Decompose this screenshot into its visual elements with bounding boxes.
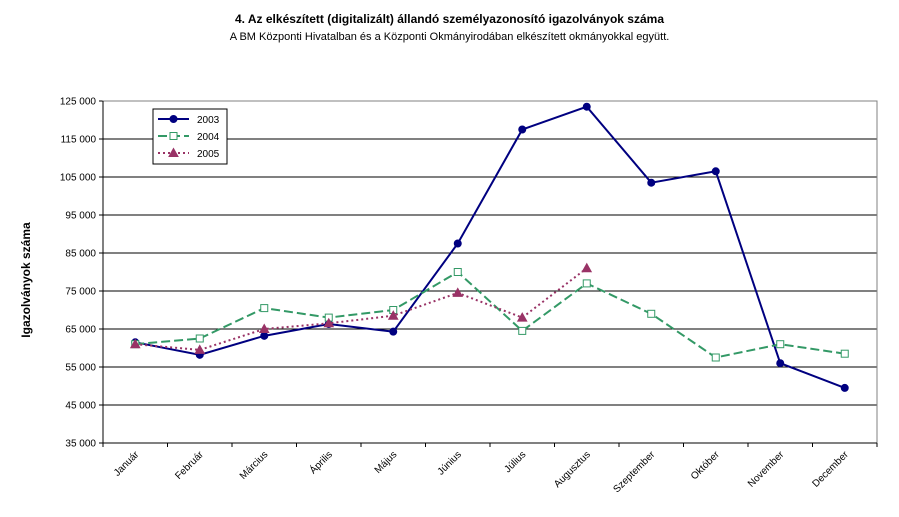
y-tick-label: 85 000 <box>65 249 96 260</box>
data-point <box>194 344 206 354</box>
y-tick-label: 95 000 <box>65 211 96 222</box>
legend-marker <box>168 147 179 157</box>
data-point <box>323 317 335 328</box>
data-point <box>518 326 527 335</box>
data-point <box>453 239 462 248</box>
legend-marker <box>169 132 178 140</box>
data-point <box>195 334 204 343</box>
data-point <box>453 268 462 276</box>
data-point <box>581 262 593 273</box>
data-point <box>260 331 269 340</box>
data-point <box>840 383 849 392</box>
data-point <box>516 312 528 322</box>
y-tick-label: 35 000 <box>65 439 96 450</box>
x-tick-label: Szeptember <box>611 449 657 495</box>
plot-area <box>103 101 877 443</box>
x-tick-label: Július <box>503 449 529 475</box>
data-point <box>776 340 785 349</box>
series-line-2003 <box>135 105 846 389</box>
x-tick-label: Augusztus <box>552 449 593 490</box>
y-tick-label: 65 000 <box>65 325 96 336</box>
x-tick-label: November <box>746 449 787 490</box>
legend-label: 2003 <box>197 115 220 126</box>
data-point <box>711 167 720 176</box>
x-tick-label: Április <box>306 448 334 476</box>
series-line-2005 <box>135 267 588 351</box>
x-tick-label: December <box>810 449 851 490</box>
y-tick-label: 55 000 <box>65 363 96 374</box>
legend-label: 2004 <box>197 132 220 143</box>
series-2004 <box>131 268 849 362</box>
data-point <box>518 125 527 134</box>
data-point <box>840 349 849 358</box>
x-tick-label: Október <box>689 449 722 482</box>
x-tick-label: Május <box>373 449 400 476</box>
data-point <box>260 304 269 313</box>
series-2005 <box>129 262 593 354</box>
y-tick-label: 125 000 <box>60 97 97 108</box>
data-point <box>711 353 720 362</box>
data-point <box>452 287 464 297</box>
y-tick-label: 45 000 <box>65 401 96 412</box>
data-point <box>776 359 785 368</box>
data-point <box>582 279 591 288</box>
data-point <box>647 309 656 318</box>
x-tick-label: Január <box>112 449 142 479</box>
x-tick-label: Június <box>436 449 464 477</box>
y-tick-label: 75 000 <box>65 287 96 298</box>
y-tick-label: 105 000 <box>60 173 97 184</box>
series-line-2004 <box>135 270 845 359</box>
legend: 2003 2004 2005 <box>152 108 228 165</box>
legend-marker <box>169 115 178 123</box>
data-point <box>582 102 591 111</box>
chart-subtitle: A BM Központi Hivatalban és a Központi O… <box>229 31 670 43</box>
x-tick-label: Február <box>173 449 206 482</box>
y-tick-label: 115 000 <box>61 135 97 146</box>
data-point <box>647 178 656 187</box>
legend-label: 2005 <box>197 149 220 160</box>
data-point <box>389 327 398 336</box>
data-point <box>258 323 270 333</box>
x-tick-label: Március <box>238 449 271 482</box>
data-point <box>387 310 399 320</box>
chart-title: 4. Az elkészített (digitalizált) állandó… <box>234 12 664 26</box>
data-point <box>129 338 141 349</box>
